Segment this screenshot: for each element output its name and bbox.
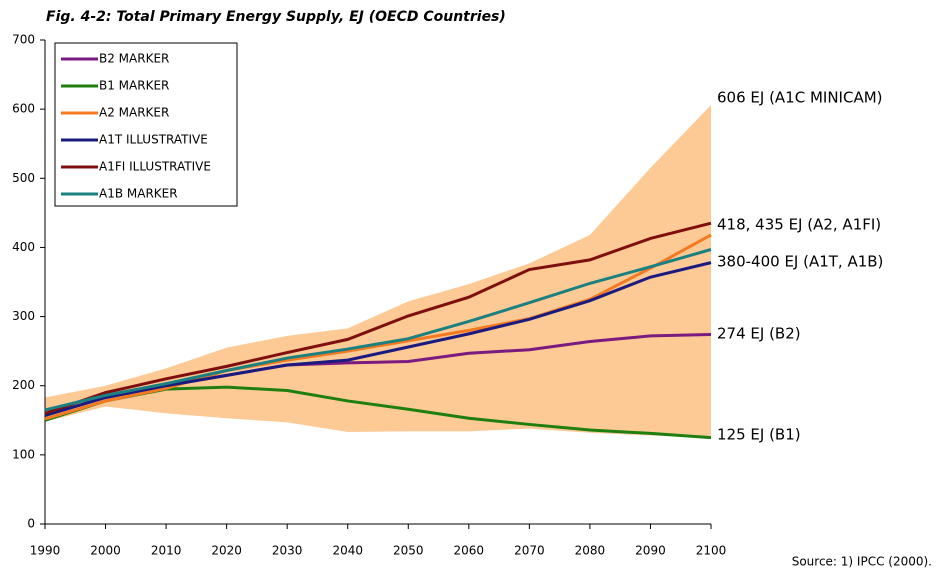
annotation: 606 EJ (A1C MINICAM): [717, 89, 883, 107]
y-tick-label: 700: [12, 33, 35, 47]
y-tick-label: 200: [12, 378, 35, 392]
x-tick-label: 2000: [90, 544, 121, 558]
series-line: [44, 248, 712, 412]
y-tick-label: 100: [12, 447, 35, 461]
source: Source: 1) IPCC (2000).: [792, 555, 932, 569]
y-tick-label: 500: [12, 171, 35, 185]
x-tick-label: 2060: [454, 544, 485, 558]
series-line: [44, 233, 712, 421]
legend-box: [54, 42, 238, 207]
y-tick-label: 600: [12, 102, 35, 116]
legend-label: A1T ILLUSTRATIVE: [99, 133, 208, 147]
chart-title: Fig. 4-2: Total Primary Energy Supply, E…: [46, 9, 506, 25]
x-tick-label: 2100: [696, 544, 727, 558]
annotation: 418, 435 EJ (A2, A1FI): [717, 216, 881, 234]
y-tick-label: 0: [27, 517, 35, 531]
y-tick-label: 300: [12, 309, 35, 323]
x-tick-label: 2050: [393, 544, 424, 558]
legend-label: A1B MARKER: [99, 187, 178, 201]
annotation: 380-400 EJ (A1T, A1B): [717, 253, 883, 271]
x-tick-label: 2010: [151, 544, 182, 558]
legend-label: A2 MARKER: [99, 106, 169, 120]
x-tick-label: 2070: [514, 544, 545, 558]
x-tick-label: 2040: [332, 544, 363, 558]
series-line: [44, 221, 712, 415]
x-tick-label: 2030: [272, 544, 303, 558]
x-tick-label: 2020: [211, 544, 242, 558]
legend-label: B2 MARKER: [99, 52, 169, 66]
legend-label: B1 MARKER: [99, 79, 169, 93]
x-tick-label: 2080: [575, 544, 606, 558]
annotation: 125 EJ (B1): [717, 426, 801, 444]
annotation: 274 EJ (B2): [717, 325, 801, 343]
series-line: [44, 261, 712, 417]
y-tick-label: 400: [12, 240, 35, 254]
envelope: [45, 104, 711, 438]
x-tick-label: 1990: [30, 544, 61, 558]
x-tick-label: 2090: [635, 544, 666, 558]
legend-label: A1FI ILLUSTRATIVE: [99, 160, 211, 174]
